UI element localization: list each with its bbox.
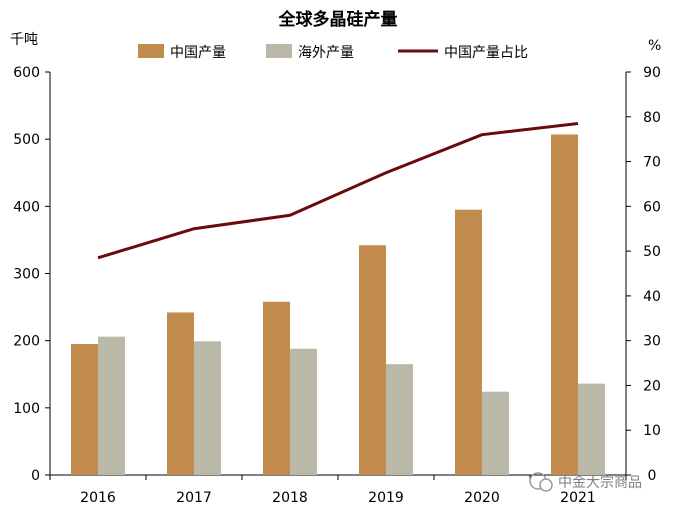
legend-label: 中国产量 [170, 45, 226, 61]
right-tick-label: 90 [643, 65, 661, 81]
right-axis-unit: % [648, 38, 661, 54]
legend-swatch [266, 44, 292, 58]
bar-china [551, 134, 578, 475]
bar-china [71, 344, 98, 475]
bar-overseas [194, 341, 221, 475]
right-tick-label: 0 [648, 468, 657, 484]
left-tick-label: 100 [13, 401, 40, 417]
legend-label: 中国产量占比 [444, 45, 528, 61]
x-tick-label: 2018 [272, 490, 308, 506]
bars [71, 134, 605, 476]
chart-title: 全球多晶硅产量 [278, 9, 398, 30]
watermark-text: 中金大宗商品 [558, 475, 642, 491]
right-tick-label: 80 [643, 110, 661, 126]
bar-china [455, 209, 482, 476]
bar-overseas [386, 364, 413, 475]
left-tick-label: 200 [13, 334, 40, 350]
legend: 中国产量 海外产量 中国产量占比 [138, 44, 528, 61]
watermark: 中金大宗商品 [529, 472, 642, 492]
bar-china [263, 301, 290, 475]
left-tick-label: 500 [13, 132, 40, 148]
legend-label: 海外产量 [298, 45, 354, 61]
right-tick-label: 70 [643, 155, 661, 171]
bar-china [167, 312, 194, 475]
axes: 0 100 200 300 400 500 600 0 10 20 30 40 50 60 70 80 90 20… [13, 65, 661, 506]
left-axis-unit: 千吨 [10, 32, 38, 48]
left-tick-label: 300 [13, 267, 40, 283]
bar-overseas [290, 348, 317, 475]
x-tick-label: 2017 [176, 490, 212, 506]
legend-swatch [138, 44, 164, 58]
right-tick-label: 60 [643, 199, 661, 215]
bar-overseas [482, 391, 509, 475]
left-tick-label: 0 [31, 468, 40, 484]
right-tick-label: 50 [643, 244, 661, 260]
right-tick-label: 30 [643, 334, 661, 350]
x-tick-label: 2020 [464, 490, 500, 506]
right-tick-label: 40 [643, 289, 661, 305]
left-tick-label: 400 [13, 199, 40, 215]
right-tick-label: 10 [643, 423, 661, 439]
line-china-share [97, 122, 579, 260]
right-tick-label: 20 [643, 378, 661, 394]
bar-overseas [578, 383, 605, 475]
bar-overseas [98, 336, 125, 475]
wechat-logo-icon-inner [539, 478, 553, 492]
bar-china [359, 245, 386, 475]
x-tick-label: 2016 [80, 490, 116, 506]
x-tick-label: 2019 [368, 490, 404, 506]
left-tick-label: 600 [13, 65, 40, 81]
share-line [97, 122, 579, 260]
x-tick-label: 2021 [560, 490, 596, 506]
